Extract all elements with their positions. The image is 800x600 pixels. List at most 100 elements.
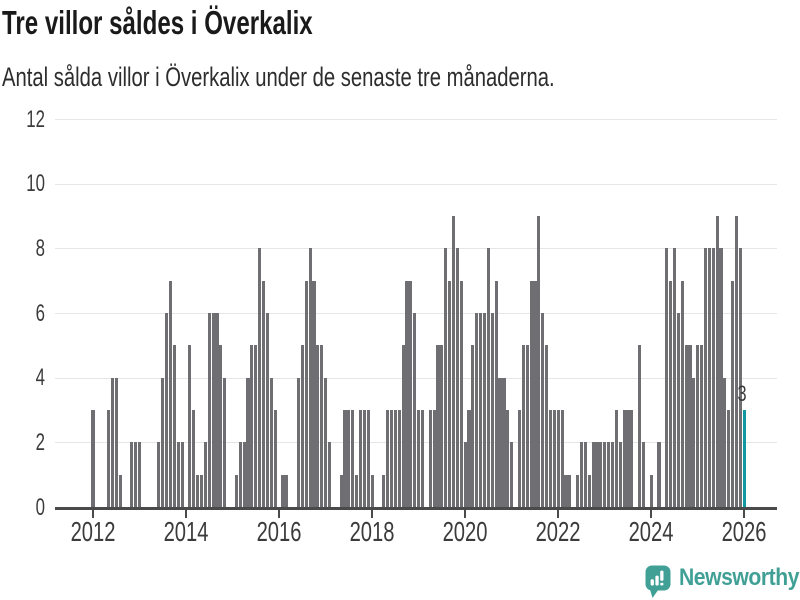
bar-2025-07	[719, 248, 723, 507]
bar-2022-04	[568, 474, 572, 507]
bar-2016-12	[320, 345, 324, 507]
y-axis-label: 10	[26, 170, 45, 198]
bar-2017-11	[362, 410, 366, 507]
x-axis-label-2018: 2018	[349, 516, 395, 547]
newsworthy-logo-text: Newsworthy	[679, 564, 800, 591]
bar-2019-12	[459, 280, 463, 507]
bar-2022-12	[599, 442, 603, 507]
x-axis-label-2014: 2014	[163, 516, 209, 547]
bar-2025-05	[711, 248, 715, 507]
bar-2012-06	[110, 377, 114, 507]
bar-2013-10	[172, 345, 176, 507]
bar-2021-04	[521, 345, 525, 507]
bar-2013-06	[157, 442, 161, 507]
bar-2017-02	[327, 442, 332, 507]
bar-2024-05	[665, 248, 669, 507]
bar-2025-02	[700, 345, 704, 507]
y-axis-label: 8	[35, 234, 45, 262]
bar-2024-08	[676, 313, 680, 507]
bar-2016-02	[281, 474, 285, 507]
gridline-y8	[55, 248, 777, 250]
bar-2019-02	[420, 410, 425, 507]
bar-2014-03	[192, 410, 196, 507]
bar-2021-09	[541, 313, 545, 507]
bar-2020-01	[463, 442, 467, 507]
bar-2020-09	[494, 280, 498, 507]
x-axis-label-2020: 2020	[442, 516, 488, 547]
bar-2018-12	[413, 313, 417, 507]
bar-2022-02	[560, 410, 564, 507]
bar-2016-08	[304, 280, 308, 507]
bar-2022-01	[556, 410, 560, 507]
bar-2020-12	[506, 410, 510, 507]
bar-2022-03	[564, 474, 568, 507]
bar-2021-08	[537, 216, 541, 507]
bar-2024-12	[692, 377, 696, 507]
x-axis-line	[55, 507, 777, 510]
bar-2013-09	[168, 280, 173, 507]
bar-2026-01	[742, 410, 746, 507]
bar-2015-09	[261, 280, 266, 507]
bar-2019-11	[455, 248, 459, 507]
bar-2015-08	[258, 248, 262, 507]
bar-2023-08	[630, 410, 634, 507]
bar-2021-10	[545, 345, 549, 507]
bar-2018-11	[409, 280, 413, 507]
bar-2024-10	[684, 345, 688, 507]
bar-2015-04	[242, 442, 246, 507]
page-title: Tre villor såldes i Överkalix	[2, 4, 313, 41]
bar-2021-05	[525, 345, 529, 507]
bar-2022-11	[595, 442, 599, 507]
bar-2022-06	[576, 474, 580, 507]
bar-2025-11	[734, 216, 739, 507]
x-axis-label-2024: 2024	[628, 516, 674, 547]
last-value-label: 3	[737, 381, 747, 406]
bar-2022-08	[583, 442, 587, 507]
bar-2023-04	[614, 410, 618, 507]
bar-2024-07	[672, 248, 677, 507]
bar-2015-05	[246, 377, 250, 507]
bar-2025-09	[727, 410, 731, 507]
bar-2015-10	[265, 313, 269, 507]
bar-2012-01	[91, 410, 95, 507]
bar-2019-05	[432, 410, 436, 507]
bar-2012-12	[134, 442, 138, 507]
bar-2018-08	[397, 410, 401, 507]
bar-2019-07	[440, 345, 444, 507]
bar-2015-11	[269, 377, 273, 507]
bar-2016-07	[300, 345, 304, 507]
bar-2014-04	[196, 474, 200, 507]
bar-2021-07	[533, 280, 537, 507]
bar-2016-06	[296, 377, 301, 507]
bar-2017-09	[355, 474, 359, 507]
gridline-y10	[55, 183, 777, 185]
bar-2025-08	[723, 377, 727, 507]
bar-2021-03	[517, 410, 521, 507]
bar-2016-09	[308, 248, 312, 507]
bar-2021-11	[548, 410, 553, 507]
bar-2021-06	[529, 280, 533, 507]
chart-subtitle: Antal sålda villor i Överkalix under de …	[2, 62, 555, 92]
bar-2019-09	[448, 280, 452, 507]
bar-2012-07	[114, 377, 118, 507]
bar-2018-05	[386, 410, 390, 507]
bar-2021-12	[552, 410, 556, 507]
x-axis-label-2026: 2026	[721, 516, 767, 547]
bar-2023-07	[626, 410, 630, 507]
bar-2019-01	[417, 410, 421, 507]
bar-2012-08	[118, 474, 122, 507]
bar-2023-11	[641, 442, 646, 507]
bar-2015-02	[234, 474, 238, 507]
bar-2025-06	[715, 216, 719, 507]
bar-2013-08	[165, 313, 169, 507]
bar-2013-12	[180, 442, 184, 507]
bar-2020-10	[498, 377, 502, 507]
x-axis-label-2022: 2022	[535, 516, 581, 547]
bar-2023-10	[638, 345, 642, 507]
bar-2020-04	[475, 313, 479, 507]
bar-2014-05	[199, 474, 204, 507]
bar-2017-10	[358, 410, 363, 507]
bar-2017-06	[343, 410, 347, 507]
bar-2018-04	[382, 474, 386, 507]
y-axis-label: 2	[35, 428, 45, 456]
